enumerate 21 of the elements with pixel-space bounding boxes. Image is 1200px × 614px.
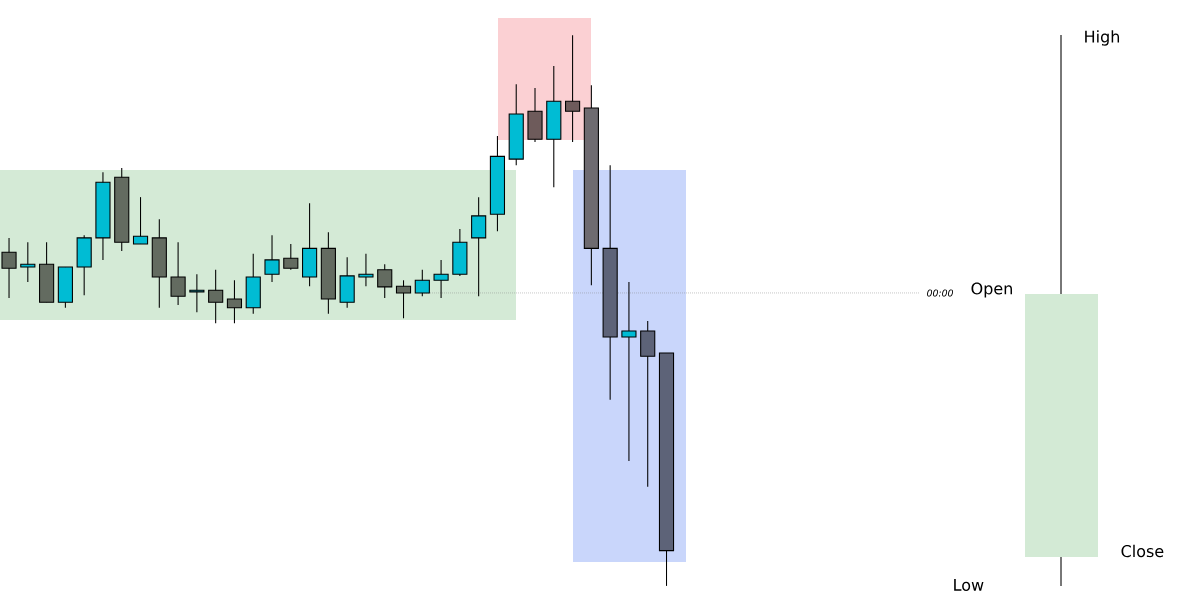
text: 00:00 [927,289,954,297]
candlestick [283,243,299,271]
candlestick [226,279,243,324]
candlestick [20,241,36,283]
candlestick [208,269,224,324]
candlestick [395,279,412,319]
candlestick [621,281,637,462]
candlestick [414,269,430,297]
candlestick [377,263,393,299]
candlestick [132,196,149,245]
candlestick [170,241,186,306]
candlestick [564,34,581,143]
text: Close [1121,544,1164,558]
text: Open [971,282,1012,298]
candlestick [264,234,280,283]
candlestick [1,237,17,299]
candlestick [433,259,449,299]
text: High [1085,30,1120,46]
candlestick [358,253,374,287]
candlestick [471,196,487,297]
text: Low [954,579,984,591]
